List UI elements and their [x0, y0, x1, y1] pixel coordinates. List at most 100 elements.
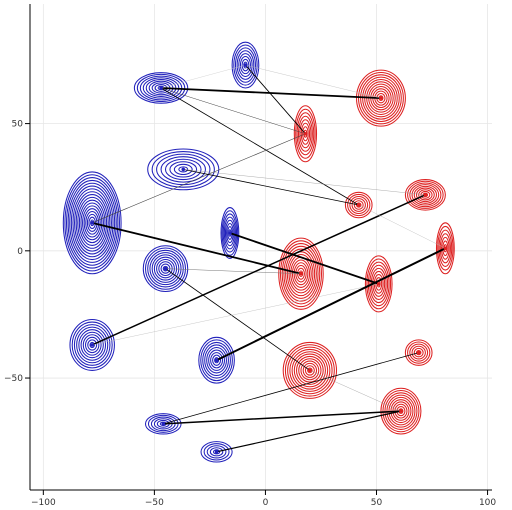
contour-level: [72, 188, 112, 258]
contour-level: [367, 261, 390, 307]
contour-level: [282, 341, 338, 399]
link-line: [182, 168, 360, 206]
contour-cluster: [435, 222, 455, 275]
contour-level: [291, 351, 329, 390]
contour-level: [375, 277, 383, 291]
contour-level: [407, 341, 431, 364]
cluster-center: [90, 221, 94, 225]
contour-level: [224, 219, 235, 247]
contour-level: [299, 119, 312, 149]
contour-level: [415, 349, 422, 356]
contour-level: [234, 47, 256, 83]
contour-level: [75, 194, 109, 252]
link-line: [245, 64, 306, 135]
cluster-center: [181, 167, 186, 172]
contour-cluster: [200, 441, 233, 463]
link-line: [183, 169, 426, 196]
cluster-center: [90, 343, 94, 347]
contour-level: [78, 329, 107, 361]
contour-cluster: [344, 191, 373, 219]
contour-level: [173, 163, 193, 176]
link-line: [215, 410, 402, 453]
contour-level: [77, 196, 108, 249]
contour-level: [149, 252, 182, 286]
contour-level: [353, 200, 364, 210]
cluster-center: [159, 86, 163, 90]
contour-level: [382, 389, 420, 433]
cluster-center: [376, 282, 381, 286]
contour-level: [71, 321, 113, 369]
link-line: [91, 283, 379, 346]
contour-level: [147, 414, 179, 433]
contour-level: [82, 334, 102, 356]
contour-level: [80, 331, 104, 359]
contour-level: [296, 355, 324, 385]
contour-level: [83, 208, 101, 238]
contour-level: [82, 205, 103, 241]
contour-level: [364, 255, 393, 313]
contour-level: [298, 358, 322, 383]
contour-level: [300, 122, 311, 145]
cluster-center: [228, 231, 232, 235]
contour-level: [144, 247, 187, 290]
contour-level: [198, 336, 235, 384]
contour-level: [203, 443, 230, 461]
contour-level: [302, 362, 318, 378]
cluster-center: [356, 203, 361, 207]
contour-level: [200, 441, 233, 463]
cluster-center: [443, 246, 448, 251]
contour-level: [289, 348, 331, 392]
contour-level: [366, 258, 392, 310]
contour-level: [220, 207, 240, 259]
contour-level: [441, 236, 450, 260]
links: [91, 64, 447, 453]
cluster-center: [416, 350, 421, 355]
link-line: [309, 370, 402, 412]
contour-level: [204, 344, 229, 377]
contour-level: [67, 179, 117, 266]
contour-level: [238, 53, 253, 78]
contour-level: [151, 254, 180, 283]
link-line: [160, 64, 246, 89]
contour-level: [435, 222, 455, 275]
contour-level: [285, 248, 317, 299]
link-line: [215, 247, 447, 362]
contour-level: [413, 185, 438, 204]
contour-level: [355, 202, 362, 208]
contour-cluster: [364, 255, 393, 313]
contour-level: [136, 73, 186, 103]
contour-level: [86, 213, 98, 232]
link-line: [91, 133, 306, 224]
ticks: −100 −50 0 50 100 −50 0 50: [4, 120, 496, 508]
contour-level: [78, 199, 106, 246]
contour-level: [283, 245, 319, 302]
contour-level: [212, 354, 222, 366]
contour-cluster: [231, 41, 260, 89]
contour-level: [300, 360, 320, 381]
link-line: [91, 221, 302, 275]
link-line: [162, 352, 420, 425]
link-line: [162, 410, 402, 425]
contour-cluster: [69, 318, 115, 371]
contour-level: [297, 115, 313, 152]
link-line: [165, 268, 302, 274]
contour-level: [221, 210, 239, 256]
contour-level: [156, 258, 175, 279]
contour-level: [202, 341, 231, 379]
contour-level: [355, 69, 406, 127]
contour-level: [293, 262, 309, 286]
contour-level: [384, 392, 418, 430]
contour-level: [160, 156, 206, 183]
contour-level: [411, 345, 426, 360]
contour-level: [223, 216, 236, 250]
contour-level: [369, 264, 389, 304]
contour-level: [407, 180, 444, 209]
contour-level: [286, 251, 316, 297]
contour-level: [226, 222, 234, 244]
contour-level: [153, 256, 178, 281]
contour-level: [418, 189, 433, 201]
contour-level: [200, 339, 233, 382]
contour-level: [80, 202, 104, 244]
contour-level: [302, 126, 309, 142]
contour-level: [62, 171, 122, 275]
